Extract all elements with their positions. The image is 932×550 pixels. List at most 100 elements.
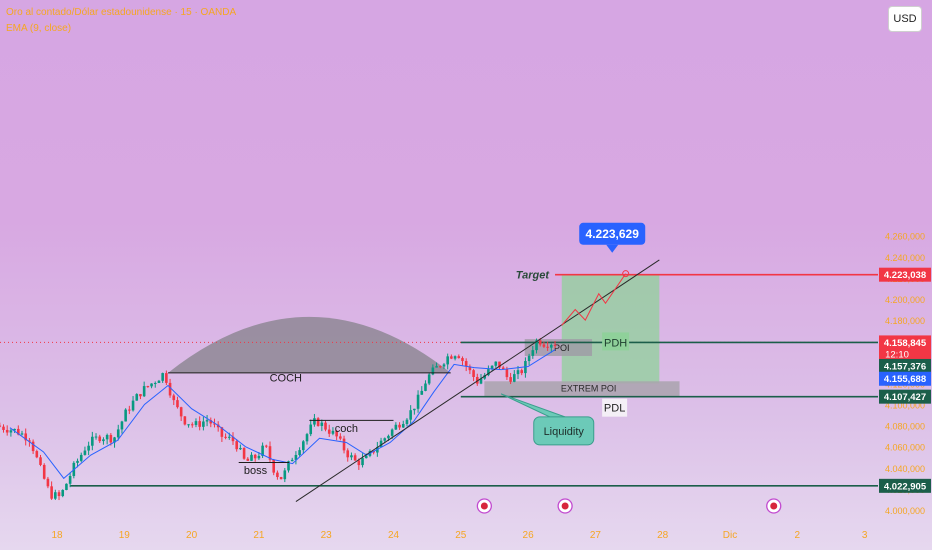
price-badge-pdl-bg — [879, 389, 931, 404]
y-tick-label: 4.180,000 — [885, 316, 925, 326]
pdh-label-bg — [602, 332, 630, 351]
candle-body — [287, 461, 290, 471]
price-badge-ema-bg — [879, 358, 931, 373]
candle-body — [253, 454, 257, 459]
candle-body — [331, 430, 335, 434]
candle-body — [68, 476, 72, 484]
candle-body — [42, 464, 46, 479]
candle-body — [509, 377, 512, 382]
y-tick-label: 4.060,000 — [885, 443, 925, 453]
candle-body — [361, 458, 364, 466]
candle-body — [283, 470, 287, 480]
y-tick-label: 4.000,000 — [885, 506, 925, 516]
candle-body — [320, 422, 324, 426]
candle-body — [146, 386, 150, 388]
price-badge-pdl-text: 4.107,427 — [884, 392, 926, 403]
candle-body — [394, 424, 398, 430]
x-tick-label: 2 — [795, 530, 801, 541]
candle-body — [401, 423, 405, 428]
candle-body — [379, 440, 383, 448]
candle-body — [420, 390, 424, 395]
candle-body — [298, 450, 301, 455]
x-tick-label: Dic — [723, 530, 737, 541]
candle-body — [416, 394, 420, 409]
candle-body — [120, 421, 124, 430]
candle-body — [161, 373, 164, 381]
candle-body — [364, 455, 368, 459]
candle-body — [409, 410, 412, 420]
candle-body — [490, 365, 494, 370]
candle-body — [516, 370, 520, 375]
candle-body — [231, 436, 235, 442]
candle-body — [35, 451, 39, 458]
candle-body — [198, 421, 201, 427]
candle-body — [350, 455, 353, 458]
candle-body — [542, 344, 546, 347]
currency-button[interactable]: USD — [888, 6, 922, 32]
candle-body — [324, 422, 327, 430]
price-badge-ema-text: 4.157,376 — [884, 361, 926, 372]
candle-body — [153, 383, 157, 385]
candle-body — [290, 459, 294, 462]
event-flag-dot — [561, 502, 569, 510]
candle-body — [398, 424, 401, 428]
candle-body — [335, 430, 338, 437]
candle-body — [135, 394, 139, 401]
candle-body — [98, 436, 102, 442]
candle-body — [46, 478, 50, 487]
candle-body — [305, 434, 309, 442]
candle-body — [498, 361, 501, 368]
x-tick-label: 3 — [862, 530, 868, 541]
candle-body — [65, 483, 68, 490]
y-tick-label: 4.100,000 — [885, 401, 925, 411]
indicator-legend[interactable]: EMA (9, close) — [6, 23, 72, 34]
candle-body — [435, 366, 438, 368]
x-tick-label: 20 — [186, 530, 198, 541]
candle-body — [405, 419, 409, 424]
event-flag-dot — [770, 502, 778, 510]
candle-body — [442, 364, 446, 367]
trendline — [295, 259, 660, 502]
candle-body — [357, 460, 361, 466]
x-tick-label: 21 — [253, 530, 265, 541]
candle-body — [113, 437, 116, 443]
target-callout-text: 4.223,629 — [586, 227, 640, 241]
candle-body — [464, 361, 468, 367]
candle-body — [109, 434, 113, 443]
candle-body — [183, 416, 187, 425]
candle-body — [176, 400, 179, 408]
candle-body — [2, 426, 5, 430]
candle-body — [239, 448, 242, 450]
candle-body — [531, 350, 535, 356]
candle-body — [316, 418, 320, 426]
candle-body — [272, 459, 276, 473]
candle-body — [453, 356, 457, 359]
candle-body — [13, 428, 16, 431]
symbol-title: Oro al contado/Dólar estadounidense · 15… — [6, 7, 237, 18]
candle-body — [431, 367, 435, 375]
price-badge-blue-text: 4.155,688 — [884, 374, 926, 385]
candle-body — [424, 383, 427, 391]
candle-body — [209, 420, 213, 424]
candle-body — [116, 429, 120, 438]
candle-body — [265, 445, 268, 447]
candle-body — [457, 356, 461, 359]
price-badge-target-text: 4.223,038 — [884, 270, 926, 281]
price-layer — [0, 337, 557, 501]
candle-body — [302, 441, 305, 451]
y-tick-label: 4.260,000 — [885, 232, 925, 242]
price-badge-current-text: 4.158,845 — [884, 338, 927, 349]
candle-body — [550, 344, 553, 348]
candle-body — [383, 438, 387, 441]
candle-body — [57, 492, 61, 497]
candle-body — [242, 448, 246, 459]
price-badge-low-text: 4.022,905 — [884, 481, 927, 492]
candle-body — [250, 454, 253, 461]
price-badge-blue-bg — [879, 371, 931, 386]
candle-body — [128, 409, 131, 411]
liquidity-pointer — [500, 393, 568, 419]
pdh-label: PDH — [604, 337, 627, 349]
candle-body — [227, 436, 231, 438]
y-tick-label: 4.040,000 — [885, 464, 925, 474]
